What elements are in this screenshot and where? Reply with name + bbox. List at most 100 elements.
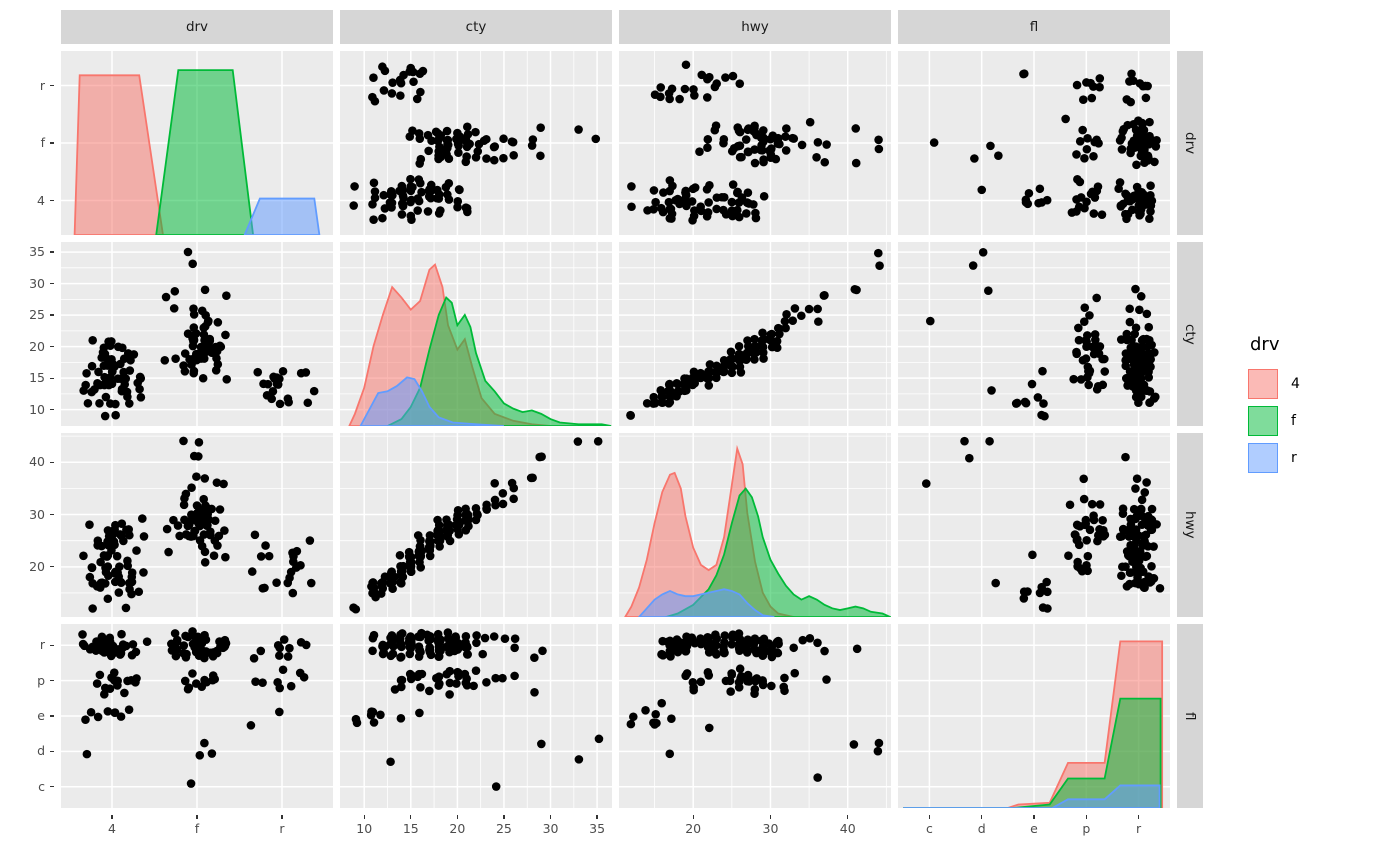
strip-label: fl <box>1029 19 1039 35</box>
x-tick-label: c <box>925 821 933 836</box>
legend-item-r: r <box>1248 443 1300 473</box>
strip-label: hwy <box>1182 511 1198 539</box>
x-tick-mark <box>692 815 694 819</box>
y-tick-label: 10 <box>29 401 45 417</box>
y-tick-mark <box>50 84 54 87</box>
x-tick-mark <box>281 815 283 819</box>
y-axis-cty: 10 15 20 25 30 35 <box>10 242 54 426</box>
x-tick-mark <box>769 815 772 819</box>
panel-hwy-diag <box>619 433 891 617</box>
panel-drv-vs-fl <box>898 51 1170 235</box>
legend-title: drv <box>1250 334 1280 355</box>
y-tick-label: e <box>37 708 45 723</box>
y-tick-label: f <box>40 135 45 150</box>
y-tick-label: 35 <box>29 244 45 260</box>
x-tick-label: 30 <box>542 821 559 836</box>
panel-fl-diag <box>898 624 1170 808</box>
y-tick-mark <box>50 409 54 411</box>
y-tick-label: 30 <box>29 275 45 291</box>
strip-right-drv: drv <box>1177 51 1203 235</box>
y-tick-mark <box>50 786 54 788</box>
y-tick-label: 4 <box>37 192 45 208</box>
strip-top-cty: cty <box>340 10 612 44</box>
x-axis-cty: 10 15 20 25 30 35 <box>340 815 612 849</box>
panel-drv-vs-hwy <box>619 51 891 235</box>
corner-bottom-left <box>10 815 54 849</box>
strip-label: hwy <box>741 19 769 35</box>
panel-fl-vs-cty <box>340 624 612 808</box>
y-tick-mark <box>50 461 54 463</box>
y-tick-label: 40 <box>29 454 45 470</box>
panel-fl-vs-drv <box>61 624 333 808</box>
y-tick-label: d <box>37 743 45 759</box>
x-axis-hwy: 20 30 40 <box>619 815 891 849</box>
x-tick-label: r <box>279 821 285 836</box>
y-tick-label: 20 <box>29 558 45 574</box>
x-tick-label: 30 <box>762 821 779 836</box>
y-tick-mark <box>50 251 54 253</box>
strip-label: cty <box>465 19 487 35</box>
panel-cty-vs-fl <box>898 242 1170 426</box>
corner-top-left <box>10 10 54 44</box>
x-tick-label: 35 <box>589 821 606 836</box>
y-tick-label: 25 <box>29 307 45 323</box>
y-tick-mark <box>50 566 54 568</box>
corner-top-right <box>1177 10 1203 44</box>
y-tick-label: p <box>37 672 45 688</box>
strip-top-drv: drv <box>61 10 333 44</box>
legend-swatch-f <box>1248 406 1278 436</box>
legend-label-r: r <box>1291 450 1297 466</box>
y-tick-label: r <box>39 77 45 93</box>
x-tick-mark <box>596 815 598 819</box>
y-tick-mark <box>50 314 54 316</box>
x-axis-drv: 4 f r <box>61 815 333 849</box>
x-tick-label: r <box>1136 821 1142 836</box>
x-tick-label: d <box>977 821 986 836</box>
strip-label: cty <box>1182 323 1198 345</box>
legend-drv: drv 4 f r <box>1248 334 1300 480</box>
panel-cty-diag <box>340 242 612 426</box>
x-tick-label: 15 <box>402 821 419 836</box>
y-axis-drv: 4 f r <box>10 51 54 235</box>
y-tick-mark <box>50 199 54 202</box>
panel-hwy-vs-fl <box>898 433 1170 617</box>
y-tick-mark <box>50 142 54 144</box>
x-tick-label: 20 <box>685 821 702 836</box>
strip-label: drv <box>185 19 209 35</box>
x-tick-mark <box>363 815 365 819</box>
y-tick-mark <box>50 513 54 516</box>
strip-right-hwy: hwy <box>1177 433 1203 617</box>
x-tick-label: 10 <box>356 821 373 836</box>
y-tick-mark <box>50 282 54 285</box>
legend-swatch-r <box>1248 443 1278 473</box>
panel-drv-vs-cty <box>340 51 612 235</box>
corner-bottom-right <box>1177 815 1203 849</box>
x-tick-label: 4 <box>108 821 116 836</box>
x-tick-label: 25 <box>495 821 512 836</box>
y-tick-label: 30 <box>29 506 45 522</box>
x-tick-label: 20 <box>449 821 466 836</box>
y-axis-fl: c d e p r <box>10 624 54 808</box>
strip-top-fl: fl <box>898 10 1170 44</box>
legend-swatch-4 <box>1248 369 1278 399</box>
y-tick-label: r <box>39 637 45 653</box>
strip-right-fl: fl <box>1177 624 1203 808</box>
y-tick-mark <box>50 346 54 348</box>
strip-label: drv <box>1182 131 1198 155</box>
x-tick-mark <box>196 815 198 819</box>
strip-top-hwy: hwy <box>619 10 891 44</box>
legend-item-f: f <box>1248 406 1300 436</box>
strip-label: fl <box>1182 711 1198 721</box>
legend-label-4: 4 <box>1291 376 1300 392</box>
x-tick-label: f <box>194 821 200 836</box>
y-tick-label: 20 <box>29 338 45 354</box>
x-tick-mark <box>1033 815 1035 819</box>
x-tick-label: 40 <box>839 821 856 836</box>
y-tick-mark <box>50 377 54 379</box>
y-tick-mark <box>50 680 54 682</box>
y-tick-mark <box>50 715 54 717</box>
y-tick-label: c <box>38 778 45 794</box>
x-tick-mark <box>1085 815 1087 819</box>
